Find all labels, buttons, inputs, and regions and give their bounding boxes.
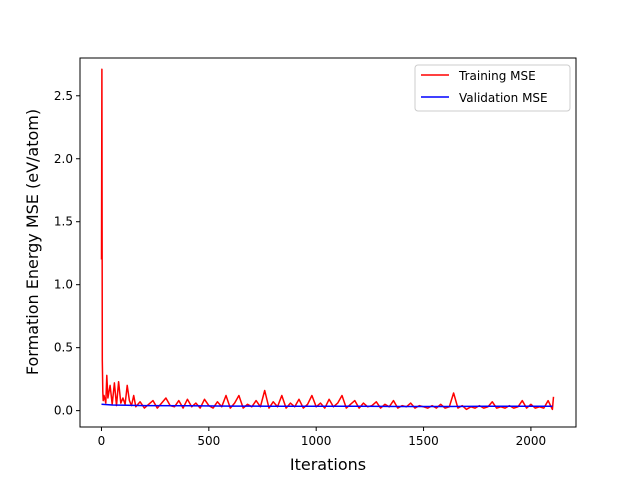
x-tick-label: 1000 bbox=[301, 434, 332, 448]
y-tick-label: 2.0 bbox=[54, 152, 73, 166]
legend-label-training: Training MSE bbox=[458, 69, 536, 83]
legend-label-validation: Validation MSE bbox=[459, 91, 548, 105]
y-axis-ticks: 0.0 0.5 1.0 1.5 2.0 2.5 bbox=[54, 89, 80, 418]
y-tick-label: 2.5 bbox=[54, 89, 73, 103]
x-axis-ticks: 0 500 1000 1500 2000 bbox=[98, 427, 547, 448]
legend: Training MSE Validation MSE bbox=[414, 64, 571, 112]
x-axis-title: Iterations bbox=[290, 455, 366, 474]
y-axis-title: Formation Energy MSE (eV/atom) bbox=[23, 109, 42, 375]
plot-frame bbox=[79, 57, 577, 428]
x-tick-label: 500 bbox=[197, 434, 220, 448]
y-tick-label: 0.0 bbox=[54, 404, 73, 418]
x-tick-label: 1500 bbox=[408, 434, 439, 448]
x-tick-label: 0 bbox=[98, 434, 106, 448]
y-tick-label: 1.5 bbox=[54, 215, 73, 229]
x-tick-label: 2000 bbox=[516, 434, 547, 448]
y-tick-label: 1.0 bbox=[54, 278, 73, 292]
plot-lines bbox=[100, 68, 555, 411]
y-tick-label: 0.5 bbox=[54, 341, 73, 355]
series-line-validation bbox=[101, 403, 553, 408]
legend-box bbox=[414, 64, 571, 112]
